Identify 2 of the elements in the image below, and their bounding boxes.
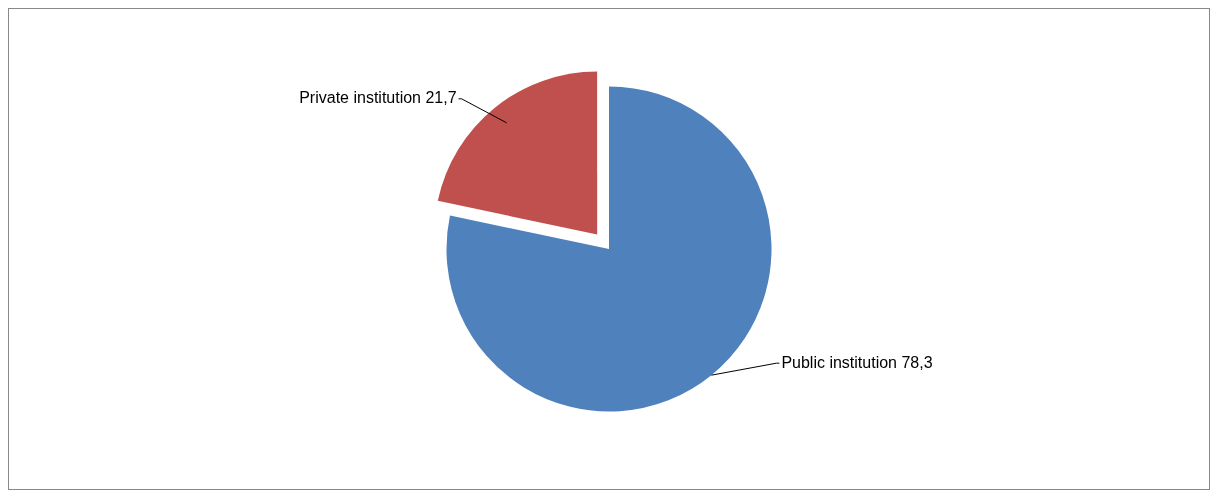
slice-label: Private institution 21,7 [299, 89, 457, 107]
slice-label: Public institution 78,3 [781, 353, 933, 371]
